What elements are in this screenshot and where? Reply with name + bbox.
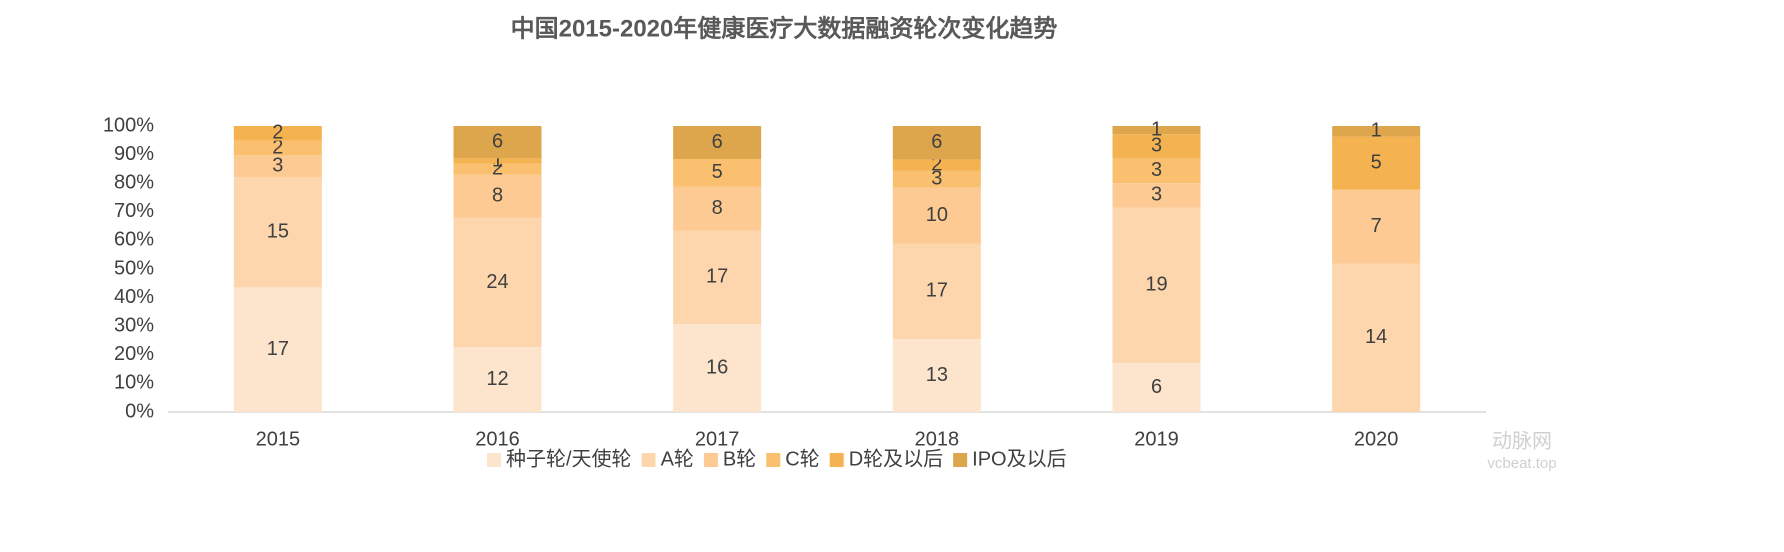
bar-segment <box>233 140 322 156</box>
bar-segment <box>892 243 981 340</box>
y-tick-label: 30% <box>114 314 154 336</box>
data-label: 2 <box>931 154 942 176</box>
data-label: 2 <box>492 157 503 179</box>
bar-segment <box>673 126 762 159</box>
bar-segment <box>892 159 981 171</box>
legend-swatch <box>703 453 718 467</box>
watermark: 动脉网 <box>1492 429 1552 452</box>
bar-segment <box>892 170 981 188</box>
data-label: 15 <box>267 221 289 243</box>
legend-label: C轮 <box>785 447 819 470</box>
bar-segment <box>1112 183 1201 208</box>
bar-segment <box>892 187 981 244</box>
data-label: 3 <box>1151 159 1162 181</box>
data-label: 13 <box>926 364 948 386</box>
data-label: 3 <box>931 168 942 190</box>
bar-segment <box>1112 207 1201 363</box>
data-label: 1 <box>1151 118 1162 140</box>
data-label: 6 <box>492 130 503 152</box>
y-tick-label: 70% <box>114 200 154 222</box>
data-label: 19 <box>1145 274 1167 296</box>
chart-title: 中国2015-2020年健康医疗大数据融资轮次变化趋势 <box>511 14 1058 42</box>
bar-segment <box>233 287 322 412</box>
legend-label: IPO及以后 <box>972 447 1066 470</box>
data-label: 16 <box>706 356 728 378</box>
data-label: 10 <box>926 204 948 226</box>
data-label: 8 <box>712 197 723 219</box>
data-label: 5 <box>1371 151 1382 173</box>
data-label: 7 <box>1371 215 1382 237</box>
bar-segment <box>673 159 762 187</box>
data-label: 12 <box>486 368 508 390</box>
data-label: 17 <box>926 280 948 302</box>
bar-segment <box>1112 362 1201 412</box>
bar-segment <box>673 186 762 231</box>
x-tick-label: 2017 <box>695 428 740 450</box>
data-label: 2 <box>272 122 283 144</box>
data-label: 24 <box>486 271 508 293</box>
bar-segment <box>453 347 542 412</box>
y-tick-label: 60% <box>114 229 154 251</box>
legend-swatch <box>953 453 968 467</box>
y-tick-label: 0% <box>125 400 154 422</box>
data-label: 6 <box>931 131 942 153</box>
bar-segment <box>233 126 322 141</box>
data-label: 2 <box>272 136 283 158</box>
y-tick-label: 100% <box>103 114 154 136</box>
bar-segment <box>1112 134 1201 159</box>
y-tick-label: 20% <box>114 343 154 365</box>
y-tick-label: 50% <box>114 257 154 279</box>
bar-segment <box>1332 136 1421 190</box>
legend-swatch <box>641 453 656 467</box>
bar-segment <box>453 158 542 164</box>
bar-segment <box>453 126 542 159</box>
bar-segment <box>673 324 762 412</box>
data-label: 1 <box>1371 120 1382 142</box>
data-label: 6 <box>1151 376 1162 398</box>
legend-swatch <box>829 453 844 467</box>
x-tick-label: 2015 <box>256 428 301 450</box>
bar-segment <box>1112 126 1201 135</box>
bar-segment <box>673 230 762 324</box>
bar-segment <box>453 217 542 348</box>
data-label: 17 <box>706 266 728 288</box>
data-label: 3 <box>1151 184 1162 206</box>
x-tick-label: 2019 <box>1134 428 1179 450</box>
bar-segment <box>1332 189 1421 264</box>
legend-label: B轮 <box>723 447 756 470</box>
data-label: 8 <box>492 184 503 206</box>
data-label: 5 <box>712 161 723 183</box>
legend-label: 种子轮/天使轮 <box>506 447 632 470</box>
x-tick-label: 2016 <box>475 428 520 450</box>
y-tick-label: 10% <box>114 372 154 394</box>
legend-swatch <box>766 453 781 467</box>
bar-segment <box>892 126 981 160</box>
data-label: 1 <box>492 149 503 171</box>
legend-label: D轮及以后 <box>849 447 943 470</box>
bar-segment <box>233 155 322 178</box>
bar-segment <box>233 177 322 288</box>
bar-segment <box>1332 263 1421 412</box>
legend-swatch <box>487 453 501 467</box>
y-tick-label: 40% <box>114 286 154 308</box>
data-label: 3 <box>1151 135 1162 157</box>
legend-label: A轮 <box>661 447 694 470</box>
bar-segment <box>453 163 542 175</box>
x-tick-label: 2018 <box>915 428 960 450</box>
x-tick-label: 2020 <box>1354 428 1399 450</box>
y-tick-label: 80% <box>114 171 154 193</box>
data-label: 17 <box>267 338 289 360</box>
data-label: 14 <box>1365 326 1387 348</box>
bar-segment <box>1112 158 1201 184</box>
bar-segment <box>892 339 981 412</box>
watermark: vcbeat.top <box>1487 455 1556 472</box>
data-label: 6 <box>712 131 723 153</box>
bar-segment <box>453 174 542 218</box>
data-label: 3 <box>272 155 283 177</box>
bar-segment <box>1332 126 1421 137</box>
y-tick-label: 90% <box>114 143 154 165</box>
